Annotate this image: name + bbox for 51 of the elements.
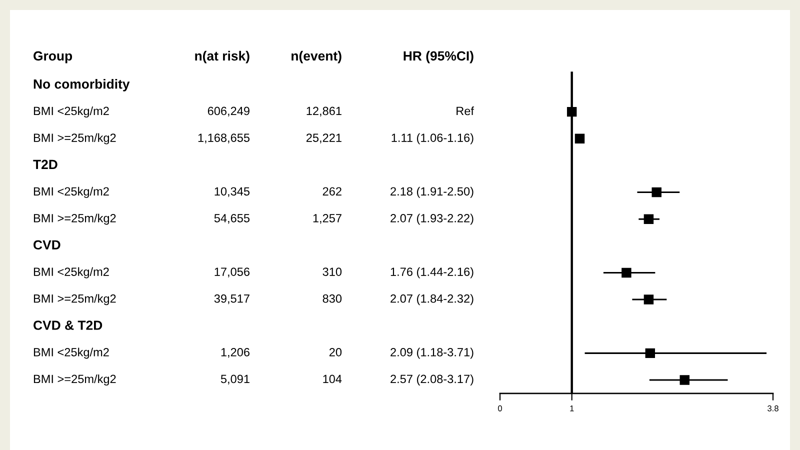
- point: [644, 294, 654, 304]
- category-label: CVD: [34, 240, 60, 250]
- point: [644, 214, 654, 224]
- text: 2.18 (1.91-2.50): [390, 186, 474, 198]
- text: 262: [322, 187, 342, 196]
- category-label: BMI >=25m/kg2: [34, 374, 116, 386]
- category-label: BMI >=25m/kg2: [34, 294, 116, 306]
- category-label: HR (95%CI): [404, 50, 474, 64]
- text: 1.11 (1.06-1.16): [392, 133, 474, 144]
- point: [680, 375, 690, 385]
- category-label: BMI <25kg/m2: [34, 267, 109, 278]
- category-label: CVD & T2D: [34, 320, 102, 330]
- text: 1,206: [221, 348, 250, 358]
- category-label: BMI <25kg/m2: [34, 186, 109, 198]
- text: 830: [322, 294, 342, 303]
- text: 2.07 (1.93-2.22): [390, 214, 474, 225]
- text: 2.57 (2.08-3.17): [390, 374, 474, 386]
- text: 1.76 (1.44-2.16): [390, 267, 474, 278]
- point: [622, 268, 632, 278]
- text: 10,345: [214, 187, 250, 197]
- x-tick-label: 1: [570, 406, 574, 412]
- text: 17,056: [214, 268, 250, 278]
- text: 104: [323, 374, 342, 384]
- text: 12,861: [306, 106, 342, 117]
- category-label: n(at risk): [195, 50, 250, 64]
- text: 20: [329, 348, 342, 356]
- text: 5,091: [220, 374, 250, 385]
- x-tick-label: 3.8: [768, 405, 778, 412]
- text: 2.07 (1.84-2.32): [390, 294, 474, 306]
- text: Ref: [456, 106, 474, 116]
- x-tick-label: 0: [498, 405, 502, 412]
- point: [574, 134, 585, 144]
- category-label: No comorbidity: [34, 79, 130, 92]
- category-label: Group: [34, 51, 72, 64]
- text: 39,517: [214, 294, 250, 304]
- point: [652, 187, 662, 198]
- category-label: BMI <25kg/m2: [34, 348, 109, 359]
- text: 1,168,655: [198, 134, 250, 144]
- category-label: n(event): [292, 50, 342, 64]
- category-label: T2D: [33, 160, 58, 170]
- text: 25,221: [306, 134, 342, 144]
- point: [645, 348, 656, 358]
- text: 54,655: [214, 214, 250, 224]
- category-label: BMI <25kg/m2: [34, 106, 109, 118]
- text: 2.09 (1.18-3.71): [390, 348, 474, 359]
- text: 1,257: [313, 214, 342, 224]
- point: [566, 106, 577, 117]
- text: 310: [322, 268, 342, 276]
- text: 606,249: [208, 106, 250, 117]
- category-label: BMI >=25m/kg2: [34, 133, 116, 144]
- category-label: BMI >=25m/kg2: [34, 214, 116, 225]
